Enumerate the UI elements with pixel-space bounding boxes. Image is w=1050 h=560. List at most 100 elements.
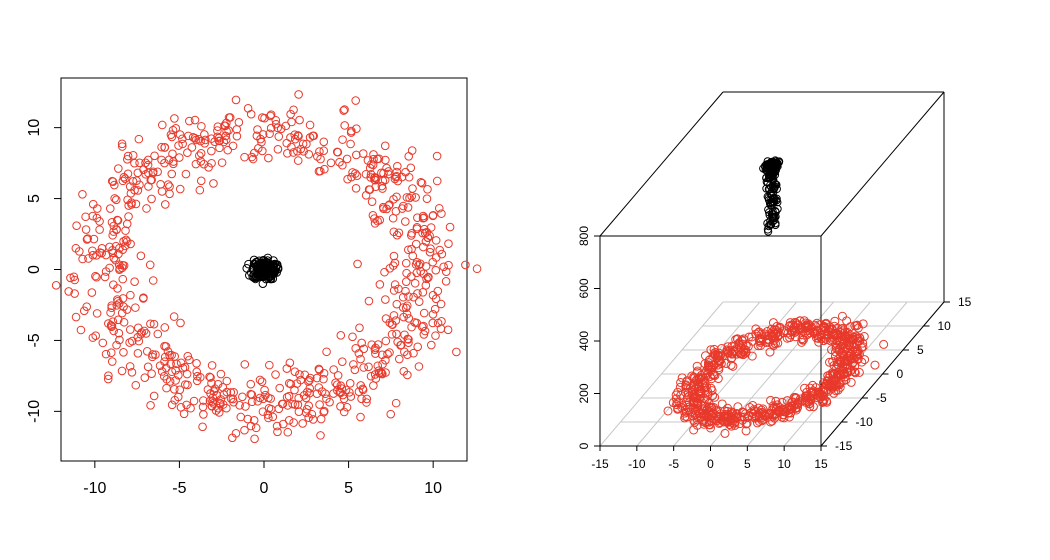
ring-point [236, 412, 246, 422]
ring-point [145, 260, 155, 270]
ring-point [278, 419, 288, 429]
ring-point [156, 179, 165, 189]
ring-point [66, 273, 75, 283]
ring-point [418, 228, 427, 238]
ring-point [248, 154, 258, 164]
ring-point [133, 168, 143, 178]
ring-point [290, 400, 300, 409]
ring-point [174, 153, 184, 162]
y-tick-label: 10 [26, 119, 43, 137]
ring-point-3d [845, 366, 855, 376]
ring-point [146, 401, 155, 410]
ring-point [123, 151, 133, 161]
ring-point [257, 377, 267, 386]
ring-point [304, 150, 314, 159]
column-point [769, 160, 778, 170]
ring-point [346, 139, 355, 149]
ring-point [401, 258, 411, 268]
ring-point-3d [777, 412, 787, 422]
y-tick-label: -5 [876, 391, 887, 405]
ring-point [393, 161, 402, 171]
ring-point-3d [694, 374, 704, 384]
ring-point [163, 180, 173, 189]
ring-point [114, 328, 124, 338]
ring-point [407, 322, 416, 332]
ring-point [286, 379, 296, 389]
ring-point [174, 141, 183, 150]
ring-point [121, 235, 131, 245]
ring-point-3d [818, 322, 828, 332]
ring-point [351, 343, 360, 353]
ring-point-3d [681, 381, 691, 391]
ring-point [92, 204, 102, 213]
cluster-point [264, 272, 273, 281]
ring-point-3d [727, 349, 737, 359]
ring-point [174, 370, 183, 380]
ring-point-3d [775, 407, 785, 417]
ring-point [383, 349, 392, 359]
column-point [765, 199, 775, 208]
ring-point [113, 315, 123, 325]
column-point [766, 220, 776, 229]
ring-point [107, 303, 116, 313]
ring-point [266, 110, 276, 119]
ring-point [159, 371, 169, 381]
ring-point-3d [860, 355, 870, 365]
cluster-point [252, 272, 262, 282]
ring-point [312, 373, 322, 383]
ring-point [439, 262, 448, 272]
ring-point [295, 370, 304, 379]
ring-point-3d [828, 382, 838, 392]
ring-point [113, 297, 123, 306]
ring-point [402, 301, 412, 310]
ring-point [207, 134, 216, 143]
ring-point-3d [702, 369, 712, 379]
column-point [768, 207, 777, 216]
ring-point [208, 397, 217, 406]
ring-point [253, 144, 263, 153]
ring-point [104, 371, 113, 380]
ring-point [373, 216, 382, 226]
ring-point [200, 139, 209, 148]
ring-point [161, 342, 171, 351]
y-tick-label: 0 [26, 265, 43, 274]
ring-point [222, 118, 231, 128]
cluster-point [259, 271, 268, 281]
ring-point-3d [767, 324, 777, 334]
ring-point [81, 212, 90, 222]
ring-point-3d [754, 327, 764, 337]
ring-point-3d [804, 320, 814, 330]
ring-point [157, 120, 167, 130]
ring-point-3d [770, 333, 780, 343]
cluster-point [254, 262, 264, 272]
ring-point-3d [764, 410, 774, 420]
ring-point [425, 247, 435, 257]
ring-point [326, 158, 336, 168]
ring-point-3d [819, 336, 829, 346]
floor-grid [599, 301, 945, 447]
ring-point [390, 174, 400, 184]
ring-point-3d [705, 355, 715, 365]
ring-point [178, 134, 187, 144]
ring-point [78, 254, 87, 264]
ring-point [131, 380, 141, 390]
ring-point-3d [712, 407, 722, 417]
ring-point [338, 390, 348, 400]
ring-point [358, 149, 368, 158]
ring-point [247, 152, 257, 162]
ring-point [91, 271, 100, 281]
ring-point [188, 133, 198, 142]
ring-point [253, 125, 262, 134]
ring-point [287, 142, 296, 152]
ring-point [371, 374, 381, 383]
ring-point [258, 407, 268, 416]
ring-point [134, 134, 144, 144]
ring-point [95, 225, 104, 234]
ring-point [305, 133, 315, 142]
ring-point [171, 366, 180, 375]
ring-point [167, 400, 177, 410]
ring-point-3d [699, 415, 709, 425]
ring-point [100, 272, 110, 282]
ring-point [356, 412, 365, 422]
ring-point [411, 260, 421, 269]
